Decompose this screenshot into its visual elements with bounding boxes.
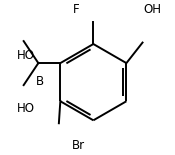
Text: F: F: [72, 3, 79, 16]
Text: HO: HO: [17, 102, 35, 115]
Text: B: B: [36, 75, 44, 88]
Text: OH: OH: [143, 3, 161, 16]
Text: HO: HO: [17, 49, 35, 62]
Text: Br: Br: [72, 139, 85, 152]
